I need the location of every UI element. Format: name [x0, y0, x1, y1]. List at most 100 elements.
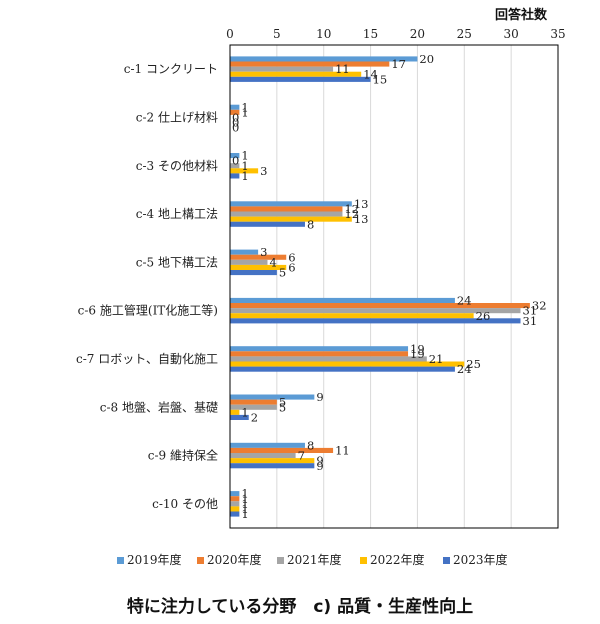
category-label: c-9 維持保全 [148, 448, 218, 463]
bar [230, 264, 287, 270]
data-label: 1 [241, 169, 248, 183]
data-label: 21 [429, 352, 444, 366]
bar [230, 206, 343, 212]
bar [230, 66, 334, 72]
bar [230, 491, 240, 497]
data-label: 1 [241, 405, 248, 419]
bar [230, 501, 240, 507]
data-label: 24 [457, 362, 472, 376]
data-label: 3 [260, 245, 267, 259]
data-label: 1 [241, 100, 248, 114]
bar [230, 211, 343, 217]
data-label: 20 [419, 52, 434, 66]
bar [230, 297, 455, 303]
data-label: 13 [354, 212, 369, 226]
data-label: 9 [316, 454, 323, 468]
bar [230, 313, 474, 319]
data-label: 3 [260, 164, 267, 178]
data-label: 31 [523, 314, 538, 328]
bar [230, 506, 240, 512]
data-label: 31 [523, 304, 538, 318]
bar [230, 254, 287, 260]
bar [230, 442, 305, 448]
bar [230, 496, 240, 502]
data-label: 0 [232, 116, 239, 130]
grid-lines [276, 45, 512, 528]
x-tick-label: 30 [504, 27, 519, 41]
data-label: 17 [391, 57, 406, 71]
bar [230, 511, 240, 517]
data-label: 1 [241, 507, 248, 521]
figure-caption: 特に注力している分野 c) 品質・生産性向上 [126, 597, 474, 617]
category-label: c-6 施工管理(IT化施工等) [78, 303, 218, 318]
x-tick-label: 0 [226, 27, 234, 41]
bar [230, 447, 334, 453]
bar [230, 409, 240, 415]
bar [230, 318, 521, 324]
x-tick-label: 25 [457, 27, 472, 41]
legend-swatch [443, 557, 450, 564]
bar [230, 303, 530, 309]
data-label: 6 [288, 260, 295, 274]
category-label: c-1 コンクリート [124, 62, 218, 76]
x-tick-label: 15 [363, 27, 378, 41]
data-label: 1 [241, 105, 248, 119]
data-label: 2 [251, 410, 258, 424]
bar [230, 168, 259, 174]
data-label: 8 [307, 438, 314, 452]
bar [230, 249, 259, 255]
data-label: 13 [354, 197, 369, 211]
bar [230, 463, 315, 469]
data-label: 9 [316, 390, 323, 404]
x-tick-label: 10 [316, 27, 331, 41]
bar [230, 414, 249, 420]
data-label: 14 [363, 67, 378, 81]
bar [230, 61, 390, 67]
data-label: 8 [307, 217, 314, 231]
data-label: 6 [288, 250, 295, 264]
bar [230, 399, 277, 405]
category-label: c-10 その他 [152, 497, 218, 511]
data-label: 26 [476, 309, 491, 323]
bar [230, 404, 277, 410]
bar [230, 346, 409, 352]
bar [230, 173, 240, 179]
legend-label: 2019年度 [127, 552, 182, 567]
legend-swatch [117, 557, 124, 564]
data-label: 11 [335, 443, 350, 457]
x-tick-labels: 0 5 10 15 20 25 30 35 [226, 27, 565, 41]
unit-label: 回答社数 [495, 7, 548, 23]
bar [230, 216, 352, 222]
data-label: 24 [457, 293, 472, 307]
data-label: 12 [344, 207, 359, 221]
legend-swatch [277, 557, 284, 564]
bar [230, 71, 362, 77]
x-tick-label: 20 [410, 27, 425, 41]
bar [230, 163, 240, 169]
x-tick-label: 5 [273, 27, 281, 41]
legend-label: 2023年度 [453, 552, 508, 567]
legend-label: 2021年度 [287, 552, 342, 567]
data-label: 19 [410, 347, 425, 361]
data-label: 0 [232, 110, 239, 124]
category-label: c-2 仕上げ材料 [136, 110, 218, 124]
data-label: 9 [316, 459, 323, 473]
legend-swatch [360, 557, 367, 564]
bar [230, 153, 240, 159]
data-label: 5 [279, 395, 286, 409]
bar [230, 76, 371, 82]
category-label: c-3 その他材料 [136, 159, 218, 173]
data-label: 19 [410, 342, 425, 356]
data-label: 25 [466, 357, 481, 371]
plot-frame [229, 44, 559, 529]
bar [230, 221, 305, 227]
data-label: 1 [241, 497, 248, 511]
bar [230, 109, 240, 115]
category-label: c-4 地上構工法 [136, 207, 218, 221]
data-label: 32 [532, 299, 547, 313]
data-label: 5 [279, 266, 286, 280]
bar [230, 201, 352, 207]
data-label: 5 [279, 400, 286, 414]
data-label: 7 [298, 449, 305, 463]
